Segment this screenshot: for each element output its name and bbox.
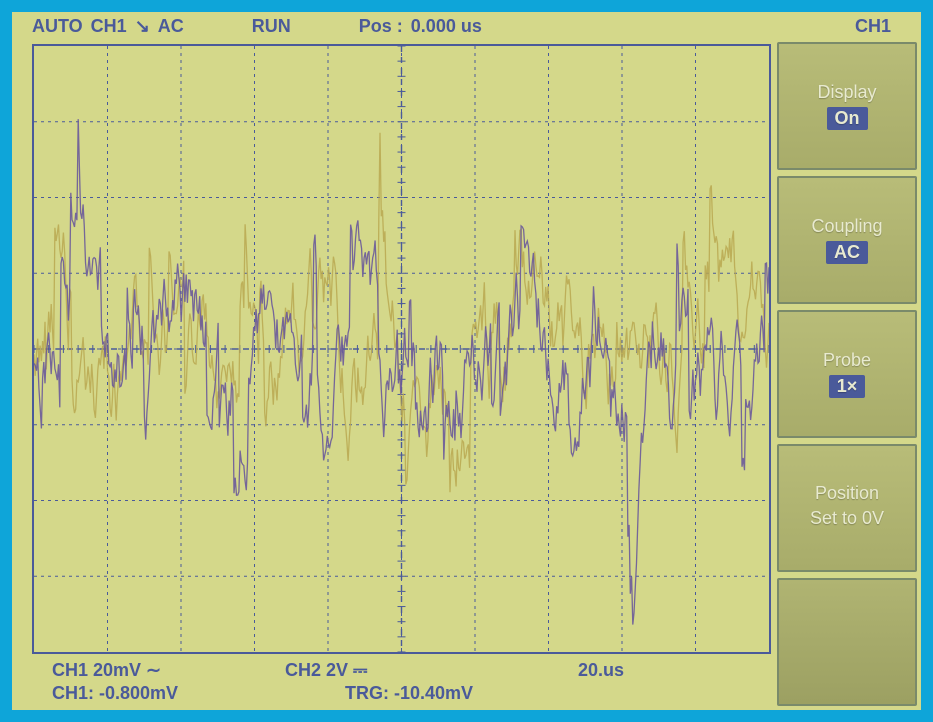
- src-channel: CH1: [91, 16, 127, 37]
- plot-area: 1 CH1 20mV ∼ CH2 2V ⎓ 20.us CH1: -0.800m…: [12, 40, 773, 710]
- menu-empty[interactable]: [777, 578, 917, 706]
- menu-title: CH1: [855, 16, 891, 37]
- ch1-measure: CH1: -0.800mV: [52, 683, 285, 704]
- menu-display-label: Display: [817, 82, 876, 103]
- side-menu: Display On Coupling AC Probe 1× Position…: [773, 40, 921, 710]
- menu-display-value: On: [827, 107, 868, 130]
- menu-coupling-label: Coupling: [811, 216, 882, 237]
- run-state: RUN: [252, 16, 291, 37]
- ch1-vdiv: CH1 20mV ∼: [52, 660, 285, 681]
- edge-icon: ↘: [135, 16, 150, 37]
- top-coupling: AC: [158, 16, 184, 37]
- menu-position-label: Position: [815, 483, 879, 504]
- trigger-level-marker: [769, 341, 771, 357]
- menu-probe-value: 1×: [829, 375, 866, 398]
- main-area: 1 CH1 20mV ∼ CH2 2V ⎓ 20.us CH1: -0.800m…: [12, 40, 921, 710]
- readout-bar: CH1 20mV ∼ CH2 2V ⎓ 20.us CH1: -0.800mV …: [32, 654, 771, 706]
- menu-display[interactable]: Display On: [777, 42, 917, 170]
- menu-probe-label: Probe: [823, 350, 871, 371]
- pos-label: Pos :: [359, 16, 403, 37]
- menu-coupling[interactable]: Coupling AC: [777, 176, 917, 304]
- acq-mode: AUTO: [32, 16, 83, 37]
- menu-probe[interactable]: Probe 1×: [777, 310, 917, 438]
- ch2-vdiv: CH2 2V ⎓: [285, 660, 518, 681]
- menu-coupling-value: AC: [826, 241, 868, 264]
- timebase: 20.us: [518, 660, 751, 681]
- trg-level: TRG: -10.40mV: [285, 683, 751, 704]
- status-bar: AUTO CH1 ↘ AC RUN Pos : 0.000 us CH1: [12, 12, 921, 40]
- waveform-plot: 1: [32, 44, 771, 654]
- menu-position-value: Set to 0V: [810, 508, 884, 529]
- menu-position[interactable]: Position Set to 0V: [777, 444, 917, 572]
- oscilloscope-screen: AUTO CH1 ↘ AC RUN Pos : 0.000 us CH1 1 C…: [12, 12, 921, 710]
- pos-value: 0.000 us: [411, 16, 482, 37]
